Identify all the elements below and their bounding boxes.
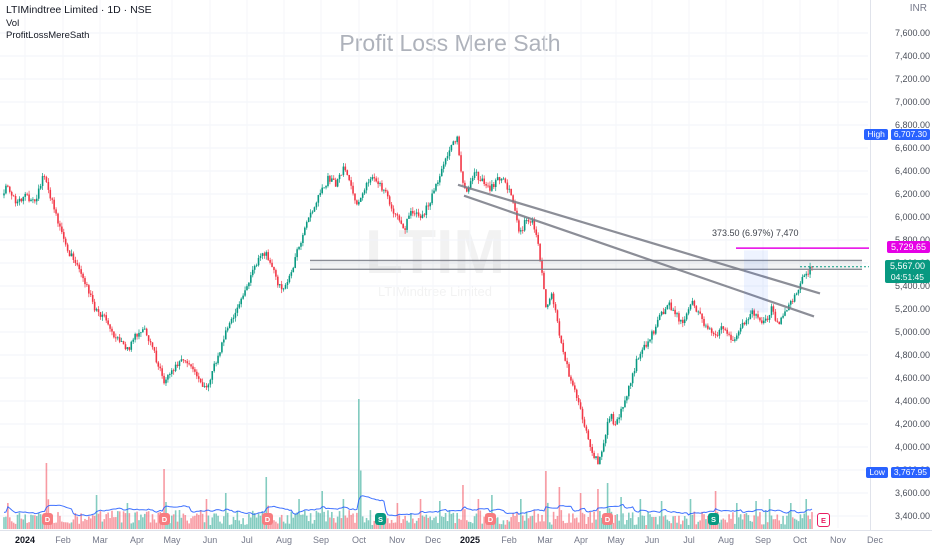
high-price-badge: High 6,707.30: [864, 128, 930, 140]
price-axis-label: 5,200.00: [894, 304, 930, 314]
high-value: 6,707.30: [890, 128, 930, 140]
symbol-watermark: LTIM LTIMindtree Limited: [364, 218, 506, 300]
chart-title-watermark: Profit Loss Mere Sath: [339, 30, 561, 56]
time-axis-label: Jun: [644, 535, 660, 545]
time-axis-label: Nov: [829, 535, 846, 545]
range-annotation[interactable]: 373.50 (6.97%) 7,470: [712, 228, 799, 238]
low-price-badge: Low 3,767.95: [866, 466, 930, 478]
time-axis-label: 2024: [14, 535, 36, 545]
earnings-event-marker[interactable]: E: [817, 513, 830, 527]
time-axis-label: Apr: [129, 535, 144, 545]
symbol-watermark-ticker: LTIM: [364, 218, 506, 287]
time-axis-label: Oct: [792, 535, 807, 545]
price-axis-label: 4,000.00: [894, 442, 930, 452]
currency-label[interactable]: INR: [909, 3, 927, 14]
price-axis-label: 4,600.00: [894, 373, 930, 383]
price-axis-label: 7,600.00: [894, 28, 930, 38]
time-axis-label: Feb: [501, 535, 517, 545]
time-axis-label: May: [163, 535, 181, 545]
time-axis-label: Jun: [202, 535, 218, 545]
split-event-marker[interactable]: S: [708, 513, 719, 525]
price-axis-label: 7,000.00: [894, 97, 930, 107]
time-axis-label: Oct: [351, 535, 366, 545]
time-axis-label: 2025: [459, 535, 481, 545]
price-axis-label: 7,200.00: [894, 74, 930, 84]
high-tag: High: [864, 128, 888, 140]
time-axis-label: Jul: [683, 535, 695, 545]
time-axis-label: Dec: [424, 535, 441, 545]
dividend-event-marker[interactable]: D: [42, 513, 53, 525]
time-axis[interactable]: 2024 Feb Mar Apr May Jun Jul Aug Sep Oct Nov Dec 202…: [0, 530, 932, 550]
symbol-watermark-name: LTIMindtree Limited: [378, 284, 492, 299]
price-axis-label: 5,000.00: [894, 327, 930, 337]
time-axis-label: Aug: [717, 535, 734, 545]
time-axis-label: Nov: [388, 535, 405, 545]
low-value: 3,767.95: [890, 466, 930, 478]
dividend-event-marker[interactable]: D: [485, 513, 496, 525]
price-axis-label: 4,400.00: [894, 396, 930, 406]
price-axis-label: 4,800.00: [894, 350, 930, 360]
time-axis-label: Sep: [754, 535, 771, 545]
time-axis-label: Dec: [866, 535, 883, 545]
price-axis-label: 6,000.00: [894, 212, 930, 222]
bar-countdown: 04:51:45: [890, 271, 925, 282]
time-axis-label: Aug: [275, 535, 292, 545]
last-price-value: 5,567.00: [889, 260, 925, 271]
price-axis-label: 6,600.00: [894, 143, 930, 153]
time-axis-label: Mar: [92, 535, 108, 545]
price-axis-label: 6,200.00: [894, 189, 930, 199]
time-axis-label: Apr: [573, 535, 588, 545]
symbol-title[interactable]: LTIMindtree Limited · 1D · NSE: [6, 4, 152, 16]
price-axis-label: 5,400.00: [894, 281, 930, 291]
price-axis-label: 4,200.00: [894, 419, 930, 429]
price-axis-label: 6,800.00: [894, 120, 930, 130]
low-tag: Low: [866, 466, 888, 478]
time-axis-label: Jul: [241, 535, 253, 545]
price-axis-label: 3,600.00: [894, 488, 930, 498]
dividend-event-marker[interactable]: D: [602, 513, 613, 525]
time-axis-label: May: [607, 535, 625, 545]
dividend-event-marker[interactable]: D: [159, 513, 170, 525]
price-axis-label: 3,400.00: [894, 511, 930, 521]
last-price-badge: 5,567.00 04:51:45: [884, 259, 930, 283]
split-event-marker[interactable]: S: [375, 513, 386, 525]
time-axis-label: Mar: [537, 535, 553, 545]
price-axis-label: 7,400.00: [894, 51, 930, 61]
price-axis-label: 6,400.00: [894, 166, 930, 176]
time-axis-label: Sep: [312, 535, 329, 545]
chart-legend: LTIMindtree Limited · 1D · NSE Vol Profi…: [6, 4, 152, 42]
target-price-badge[interactable]: 5,729.65: [886, 241, 930, 254]
time-axis-label: Feb: [55, 535, 71, 545]
volume-indicator-label[interactable]: Vol: [6, 17, 20, 29]
author-indicator-label[interactable]: ProfitLossMereSath: [6, 29, 90, 41]
price-axis-label: 5,800.00: [894, 235, 930, 245]
dividend-event-marker[interactable]: D: [262, 513, 273, 525]
